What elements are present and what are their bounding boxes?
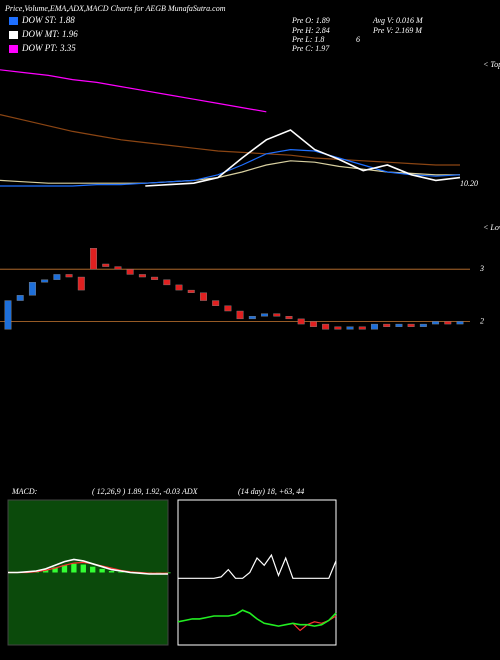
candle-body <box>261 313 269 317</box>
candle-body <box>456 321 464 325</box>
legend-label: DOW MT: 1.96 <box>21 29 78 39</box>
histogram-bar <box>108 571 115 573</box>
candle-body <box>90 248 97 270</box>
candle-body <box>212 300 220 306</box>
header-stat: 6 <box>356 35 360 44</box>
panel-params: (14 day) 18, +63, 44 <box>238 487 304 496</box>
series-line <box>178 553 337 579</box>
legend-label: DOW PT: 3.35 <box>21 43 76 53</box>
candle-body <box>138 274 146 278</box>
histogram-bar <box>42 569 49 573</box>
header-stat: Pre O: 1.89 <box>291 16 330 25</box>
series-line <box>177 609 337 627</box>
panel-label: ADX <box>181 487 199 496</box>
candle-body <box>407 323 415 327</box>
candle-body <box>273 313 281 317</box>
panel-params: ( 12,26,9 ) 1.89, 1.92, -0.03 <box>92 487 180 496</box>
legend-swatch <box>9 45 18 53</box>
candle-body <box>395 323 403 327</box>
candle-body <box>65 274 73 278</box>
candle-body <box>102 263 110 267</box>
header-stat: Pre L: 1.8 <box>291 35 324 44</box>
histogram-bar <box>118 571 124 573</box>
candle-body <box>236 310 244 320</box>
page-title: Price,Volume,EMA,ADX,MACD Charts for AEG… <box>4 4 226 13</box>
legend-swatch <box>9 17 18 25</box>
candle-body <box>346 326 354 330</box>
series-line <box>0 160 460 184</box>
candle-body <box>199 292 207 301</box>
candle-body <box>187 289 195 293</box>
candle-body <box>16 295 24 301</box>
candle-body <box>444 321 452 325</box>
header-stat: Pre C: 1.97 <box>291 44 330 53</box>
series-line <box>0 114 460 166</box>
candle-body <box>334 326 342 330</box>
candle-body <box>163 279 171 286</box>
panel-frame <box>177 499 337 646</box>
candle-body <box>248 316 256 320</box>
candle-body <box>419 323 427 327</box>
candle-body <box>114 266 122 270</box>
candle-body <box>383 323 391 327</box>
histogram-bar <box>71 563 77 573</box>
series-line <box>0 148 461 187</box>
legend-swatch <box>9 31 18 39</box>
header-stat: Pre H: 2.84 <box>291 26 330 35</box>
candle-body <box>309 321 317 327</box>
side-label: < Lowes <box>483 223 500 232</box>
histogram-bar <box>90 566 96 573</box>
candle-body <box>285 316 293 320</box>
candle-body <box>297 318 305 325</box>
y-tick-label: 3 <box>479 264 484 273</box>
series-line <box>0 69 267 113</box>
candle-body <box>371 323 378 330</box>
series-line <box>145 129 461 187</box>
histogram-bar <box>80 564 86 573</box>
candle-body <box>126 269 134 275</box>
series-line <box>8 558 168 575</box>
header-stat: Avg V: 0.016 M <box>372 16 424 25</box>
candle-body <box>53 274 61 280</box>
candle-body <box>358 326 366 330</box>
candle-body <box>322 323 330 330</box>
histogram-bar <box>61 565 68 573</box>
candle-body <box>224 305 232 312</box>
candle-body <box>4 300 12 330</box>
histogram-bar <box>99 568 105 573</box>
annotation: 10.20 <box>460 179 478 188</box>
candle-body <box>432 321 440 325</box>
candle-body <box>151 276 159 280</box>
candle-body <box>41 279 49 283</box>
candle-body <box>28 282 36 296</box>
panel-label: MACD: <box>11 487 38 496</box>
histogram-bar <box>52 567 58 573</box>
legend-label: DOW ST: 1.88 <box>21 15 75 25</box>
candle-body <box>77 276 85 291</box>
header-stat: Pre V: 2.169 M <box>372 26 423 35</box>
candle-body <box>175 284 183 291</box>
y-tick-label: 2 <box>480 316 484 325</box>
side-label: < Topa <box>483 60 500 69</box>
